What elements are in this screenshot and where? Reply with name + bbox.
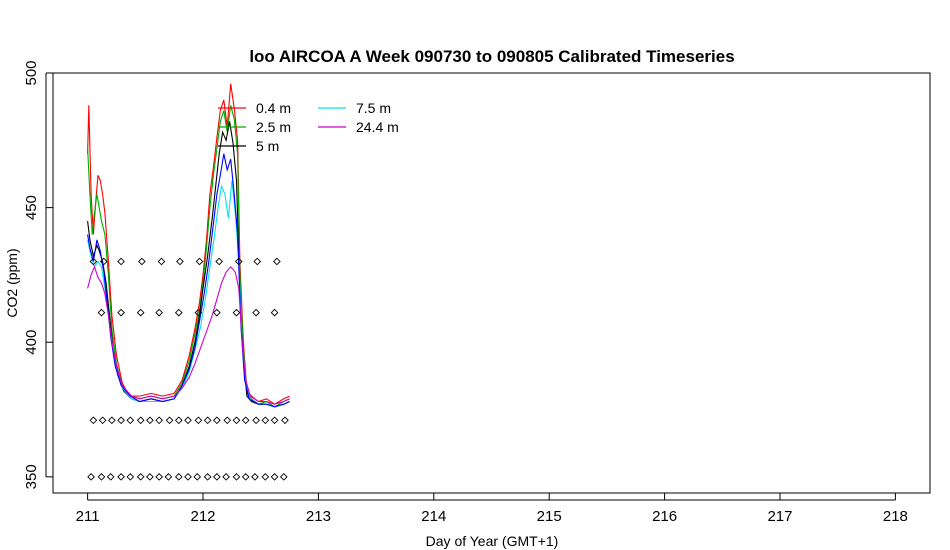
x-tick-label: 217 [767,508,792,525]
y-tick-label: 500 [23,60,40,85]
marker-point [193,473,202,481]
marker-point [176,257,184,266]
marker-point [157,257,166,266]
marker-point [222,473,230,481]
marker-point [203,416,212,425]
marker-point [87,473,95,481]
marker-point [279,473,288,481]
marker-point [164,473,173,481]
marker-point [270,308,279,317]
marker-point [136,416,145,425]
marker-point [99,257,108,266]
x-tick-label: 214 [421,508,446,525]
marker-point [241,473,250,481]
marker-point [174,416,183,425]
marker-point [106,473,115,481]
plot-frame [52,72,931,494]
y-tick-label: 400 [23,330,40,355]
marker-point [213,473,221,481]
y-tick-label: 350 [23,464,40,489]
legend-label: 7.5 m [356,100,391,116]
marker-point [281,416,289,425]
legend-label: 2.5 m [256,119,291,135]
marker-point [184,416,192,425]
marker-point [146,473,154,481]
marker-point [232,416,241,425]
x-axis-label: Day of Year (GMT+1) [426,533,559,549]
legend-label: 0.4 m [256,100,291,116]
marker-point [261,416,270,425]
marker-point [146,416,154,425]
marker-point [136,473,145,481]
legend: 0.4 m 2.5 m 5 m 7.5 m 24.4 m [218,100,399,154]
y-tick-label: 450 [23,195,40,220]
marker-point [117,473,125,481]
x-tick-label: 213 [306,508,331,525]
marker-point [232,473,241,481]
legend-label: 24.4 m [356,119,399,135]
marker-point [155,473,163,481]
legend-label: 5 m [256,138,279,154]
x-tick-label: 215 [537,508,562,525]
marker-point [174,308,183,317]
marker-point [273,257,281,266]
marker-point [252,416,260,425]
marker-point [136,308,145,317]
marker-point [126,416,135,425]
marker-point [117,308,125,317]
marker-point [108,416,116,425]
marker-point [126,473,135,481]
plot-area [87,83,290,481]
marker-point [195,257,204,266]
marker-point [89,257,98,266]
marker-point [117,257,125,266]
marker-point [98,416,107,425]
marker-point [155,416,163,425]
marker-point [184,473,192,481]
x-axis: 211 212 213 214 215 216 217 218 [76,493,908,525]
marker-point [213,416,221,425]
marker-point [194,416,203,425]
marker-point [223,416,232,425]
marker-point [213,308,221,317]
marker-point [97,308,106,317]
marker-point [261,473,270,481]
series-line-blue [87,153,290,408]
marker-point [165,416,174,425]
marker-point [97,473,106,481]
marker-point [138,257,146,266]
marker-point [270,416,279,425]
y-axis-label: CO2 (ppm) [4,248,20,317]
marker-point [234,257,243,266]
marker-point [232,308,241,317]
marker-point [117,416,125,425]
x-tick-label: 216 [652,508,677,525]
marker-point [252,308,260,317]
marker-point [215,257,224,266]
marker-point [203,473,212,481]
marker-point [89,416,98,425]
x-tick-label: 218 [883,508,908,525]
marker-point [253,257,262,266]
x-tick-label: 212 [190,508,215,525]
x-tick-label: 211 [76,508,100,525]
marker-point [241,416,250,425]
y-axis: 350 400 450 500 [23,60,53,489]
marker-point [174,473,183,481]
marker-point [251,473,259,481]
chart-title: loo AIRCOA A Week 090730 to 090805 Calib… [249,47,734,66]
marker-point [194,308,203,317]
marker-point [155,308,163,317]
marker-point [270,473,279,481]
series-line-24-4-m [87,265,290,405]
